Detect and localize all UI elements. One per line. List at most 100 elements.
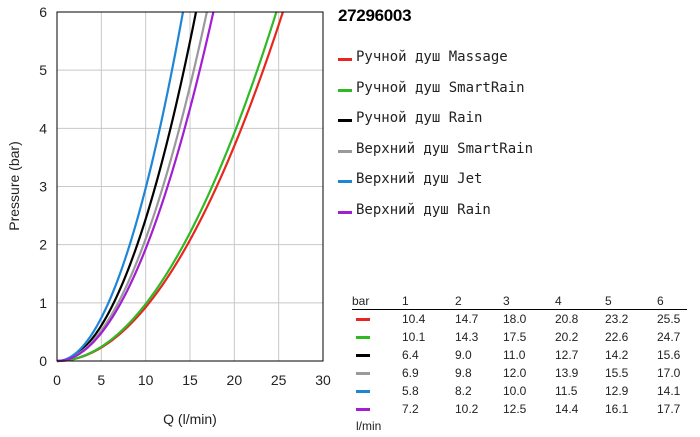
- table-cell: 13.9: [555, 366, 579, 380]
- table-cell: 14.3: [455, 330, 479, 344]
- table-cell: 14.2: [605, 348, 629, 362]
- table-row-swatch-cell: [352, 400, 402, 418]
- table-cell: 10.4: [402, 312, 426, 326]
- table-cell: 12.7: [555, 348, 579, 362]
- table-row: 7.2 10.2 12.5 14.4 16.1 17.7: [352, 400, 687, 418]
- table-cell: 10.2: [455, 402, 479, 416]
- table-row-swatch-cell: [352, 364, 402, 382]
- table-cell: 20.8: [555, 312, 579, 326]
- y-tick-label: 2: [39, 237, 47, 253]
- series-line-5: [56, 11, 185, 363]
- tick-labels: 0 5 10 15 20 25 30 0 1 2 3 4 5 6: [39, 4, 331, 388]
- table-cell: 14.7: [455, 312, 479, 326]
- legend-label: Верхний душ SmartRain: [356, 140, 534, 157]
- table-row-swatch: [356, 407, 370, 411]
- series-line-6: [56, 11, 215, 363]
- legend-label: Верхний душ Rain: [356, 201, 491, 218]
- table-unit-label: l/min: [356, 419, 382, 433]
- table-cell: 15.6: [657, 348, 681, 362]
- x-tick-label: 20: [227, 372, 243, 388]
- table-cell: 8.2: [455, 384, 472, 398]
- table-header-row: bar 1 2 3 4 5 6: [352, 294, 687, 310]
- table-row: 6.4 9.0 11.0 12.7 14.2 15.6: [352, 346, 687, 364]
- series-line-2: [56, 11, 278, 363]
- legend-label: Ручной душ SmartRain: [356, 79, 525, 96]
- table-cell: 12.5: [503, 402, 527, 416]
- table-cell: 6.9: [402, 366, 419, 380]
- table-cell: 22.6: [605, 330, 629, 344]
- table-row: 10.4 14.7 18.0 20.8 23.2 25.5: [352, 310, 687, 329]
- x-tick-label: 10: [138, 372, 154, 388]
- table-cell: 17.5: [503, 330, 527, 344]
- table-cell: 5.8: [402, 384, 419, 398]
- table-row-swatch-cell: [352, 328, 402, 346]
- table-cell: 11.0: [503, 348, 526, 362]
- table-row-swatch: [356, 317, 370, 321]
- table-cell: 7.2: [402, 402, 419, 416]
- table-row-swatch: [356, 335, 370, 339]
- x-tick-label: 0: [53, 372, 61, 388]
- table-header-pressure: 3: [503, 294, 510, 308]
- chart-title: 27296003: [338, 6, 412, 25]
- table-header-pressure: 6: [657, 294, 664, 308]
- y-axis-label: Pressure (bar): [6, 141, 22, 230]
- table-header-pressure: 4: [555, 294, 562, 308]
- legend-swatch: [338, 119, 352, 123]
- table-cell: 15.5: [605, 366, 629, 380]
- table-row-swatch: [356, 371, 370, 375]
- table-row-swatch-cell: [352, 310, 402, 329]
- table-cell: 17.0: [657, 366, 681, 380]
- legend-swatch: [338, 210, 352, 214]
- table-cell: 6.4: [402, 348, 419, 362]
- plot-frame: [56, 11, 324, 362]
- table-row-swatch: [356, 353, 370, 357]
- legend-label: Ручной душ Rain: [356, 110, 483, 127]
- table-cell: 12.9: [605, 384, 629, 398]
- table-cell: 23.2: [605, 312, 629, 326]
- x-tick-label: 5: [97, 372, 105, 388]
- table-header-pressure: 5: [605, 294, 612, 308]
- table-cell: 9.8: [455, 366, 472, 380]
- legend-swatch: [338, 149, 352, 153]
- x-tick-label: 15: [182, 372, 198, 388]
- table-row-swatch: [356, 389, 370, 393]
- table-row: 6.9 9.8 12.0 13.9 15.5 17.0: [352, 364, 687, 382]
- x-axis-label: Q (l/min): [163, 411, 217, 427]
- legend-label: Ручной душ Massage: [356, 49, 508, 65]
- table-cell: 12.0: [503, 366, 527, 380]
- table-cell: 17.7: [657, 402, 681, 416]
- table-header-pressure: 2: [455, 294, 462, 308]
- y-tick-label: 0: [39, 353, 47, 369]
- table-body: 10.4 14.7 18.0 20.8 23.2 25.5 10.1 14.3 17.5 20.2…: [352, 310, 687, 419]
- y-tick-label: 6: [39, 4, 47, 20]
- table-header-bar: bar: [352, 294, 370, 308]
- legend-swatch: [338, 58, 352, 61]
- series-lines: [56, 11, 284, 363]
- table-header-pressure: 1: [402, 294, 409, 308]
- table-row: 5.8 8.2 10.0 11.5 12.9 14.1: [352, 382, 687, 400]
- grid: [57, 12, 323, 361]
- y-tick-label: 5: [39, 62, 47, 78]
- y-tick-label: 1: [39, 295, 47, 311]
- table-cell: 10.0: [503, 384, 527, 398]
- table-cell: 11.5: [555, 384, 578, 398]
- table-row-swatch-cell: [352, 382, 402, 400]
- table-row: 10.1 14.3 17.5 20.2 22.6 24.7: [352, 328, 687, 346]
- y-tick-label: 4: [39, 120, 47, 136]
- table-row-swatch-cell: [352, 346, 402, 364]
- x-tick-label: 25: [271, 372, 287, 388]
- table-cell: 20.2: [555, 330, 579, 344]
- table-cell: 25.5: [657, 312, 681, 326]
- x-tick-label: 30: [315, 372, 331, 388]
- table-cell: 24.7: [657, 330, 681, 344]
- table-cell: 18.0: [503, 312, 527, 326]
- legend-swatch: [338, 180, 352, 184]
- table-cell: 10.1: [402, 330, 426, 344]
- legend-label: Верхний душ Jet: [356, 171, 483, 188]
- table-cell: 14.1: [657, 384, 681, 398]
- y-tick-label: 3: [39, 179, 47, 195]
- table-cell: 9.0: [455, 348, 472, 362]
- legend-swatch: [338, 88, 352, 92]
